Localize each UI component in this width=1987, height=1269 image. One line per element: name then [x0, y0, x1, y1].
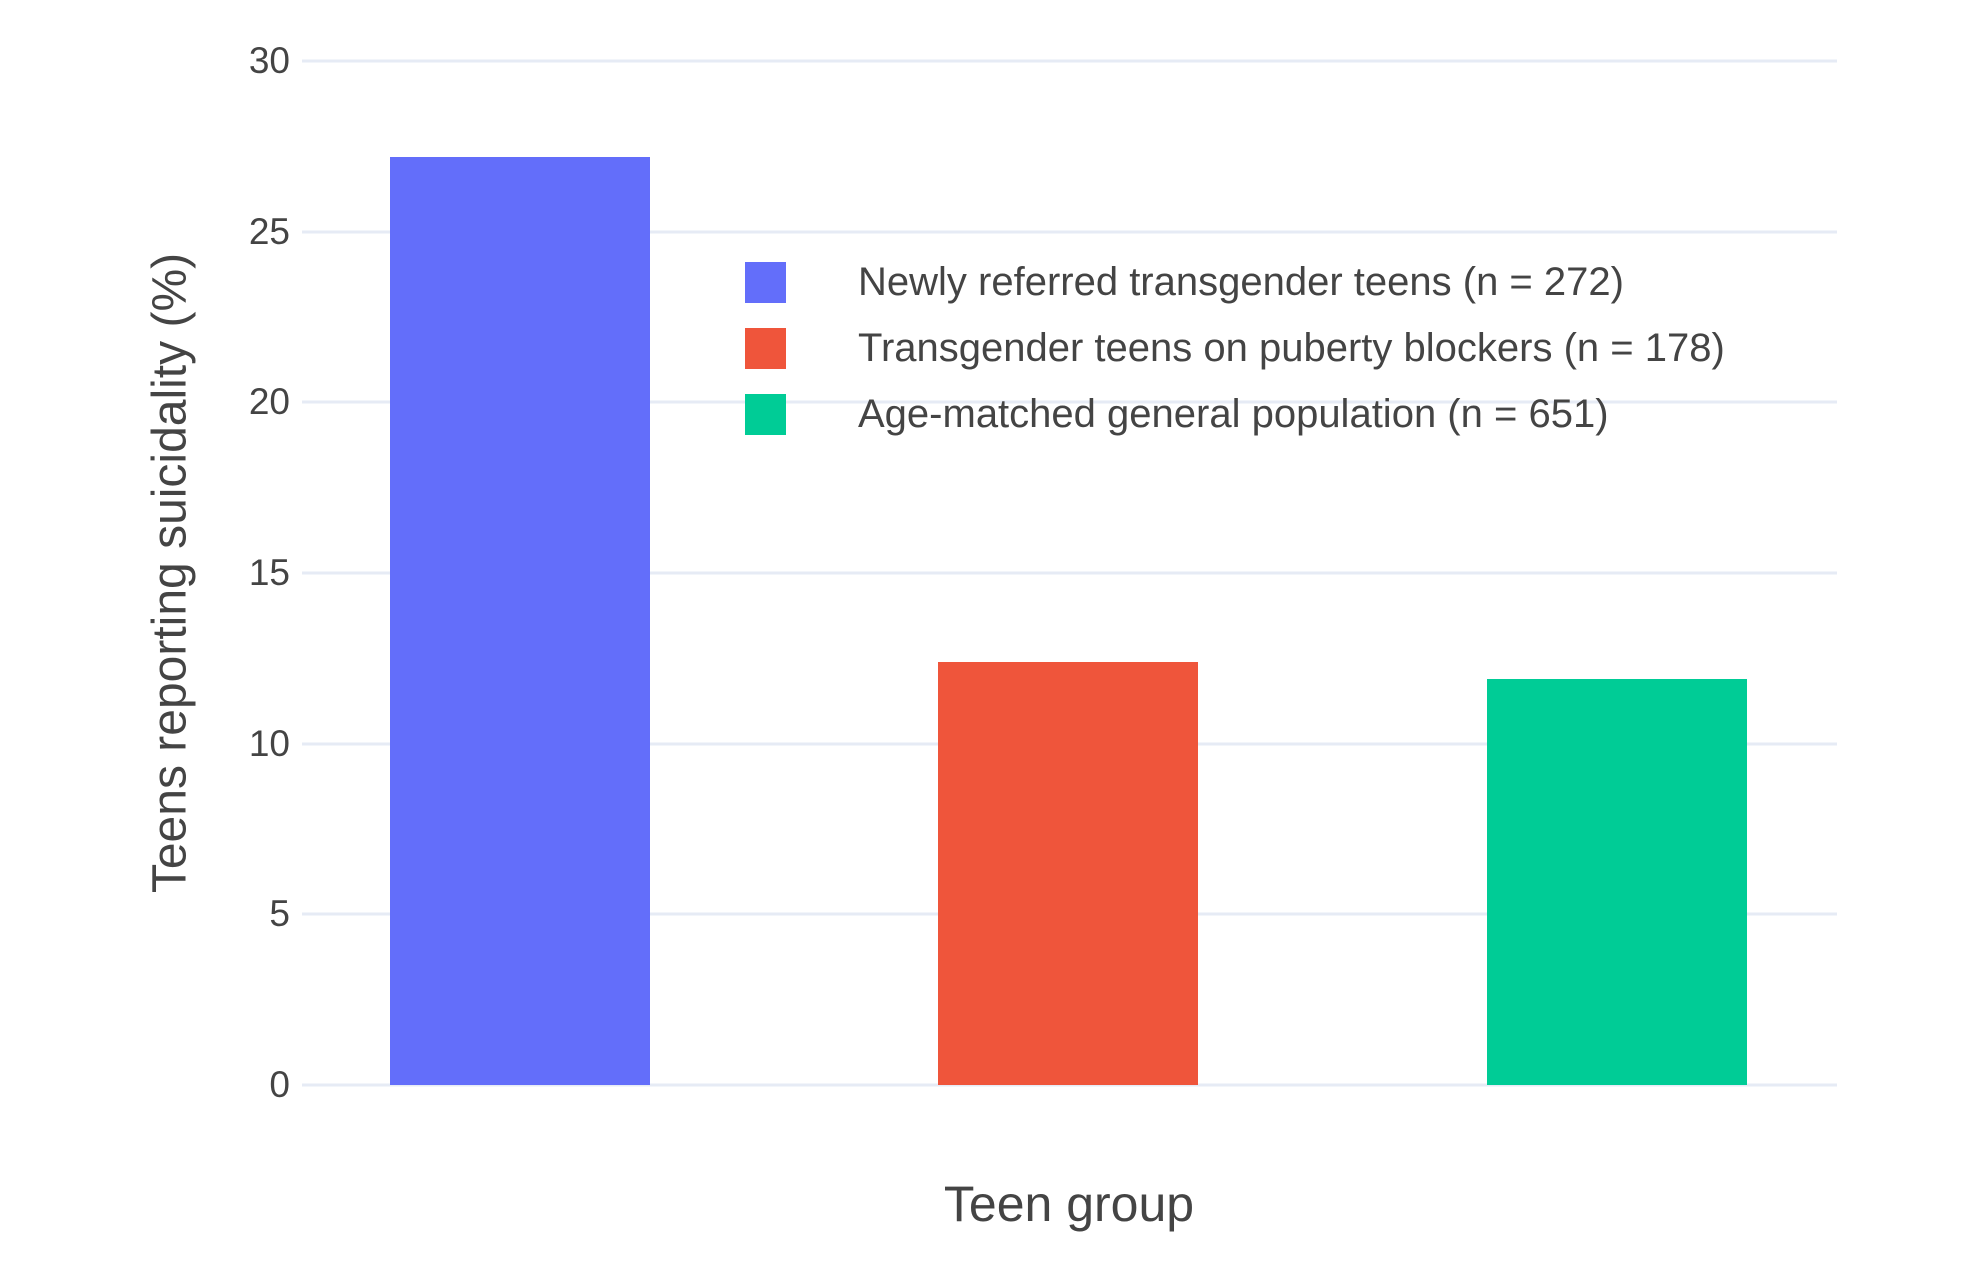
- legend-swatch-0: [745, 262, 786, 303]
- bar-2[interactable]: [1487, 678, 1747, 1085]
- gridline-y-15: [302, 571, 1837, 575]
- y-tick-label-20: 20: [248, 381, 290, 423]
- y-tick-label-5: 5: [269, 893, 290, 935]
- legend-swatch-2: [745, 394, 786, 435]
- bar-0[interactable]: [389, 156, 650, 1085]
- x-axis-title: Teen group: [943, 1176, 1195, 1232]
- y-tick-label-10: 10: [248, 722, 290, 764]
- gridline-y-30: [302, 59, 1837, 63]
- gridline-y-0: [302, 1083, 1837, 1087]
- legend-label-1: Transgender teens on puberty blockers (n…: [858, 326, 1725, 370]
- legend: Newly referred transgender teens (n = 27…: [745, 262, 1725, 460]
- bar-1[interactable]: [938, 661, 1198, 1085]
- y-axis-title: Teens reporting suicidality (%): [143, 252, 197, 894]
- y-tick-label-15: 15: [248, 552, 290, 593]
- legend-label-0: Newly referred transgender teens (n = 27…: [858, 260, 1624, 304]
- legend-item-0[interactable]: Newly referred transgender teens (n = 27…: [745, 262, 1725, 303]
- y-tick-label-25: 25: [248, 210, 290, 252]
- legend-label-2: Age-matched general population (n = 651): [858, 392, 1609, 436]
- legend-swatch-1: [745, 328, 786, 369]
- plot-area: [302, 59, 1837, 1087]
- y-tick-label-30: 30: [248, 40, 290, 81]
- gridline-y-25: [302, 230, 1837, 234]
- legend-item-1[interactable]: Transgender teens on puberty blockers (n…: [745, 328, 1725, 369]
- gridline-y-20: [302, 400, 1837, 404]
- legend-item-2[interactable]: Age-matched general population (n = 651): [745, 394, 1725, 435]
- y-tick-label-0: 0: [269, 1064, 290, 1105]
